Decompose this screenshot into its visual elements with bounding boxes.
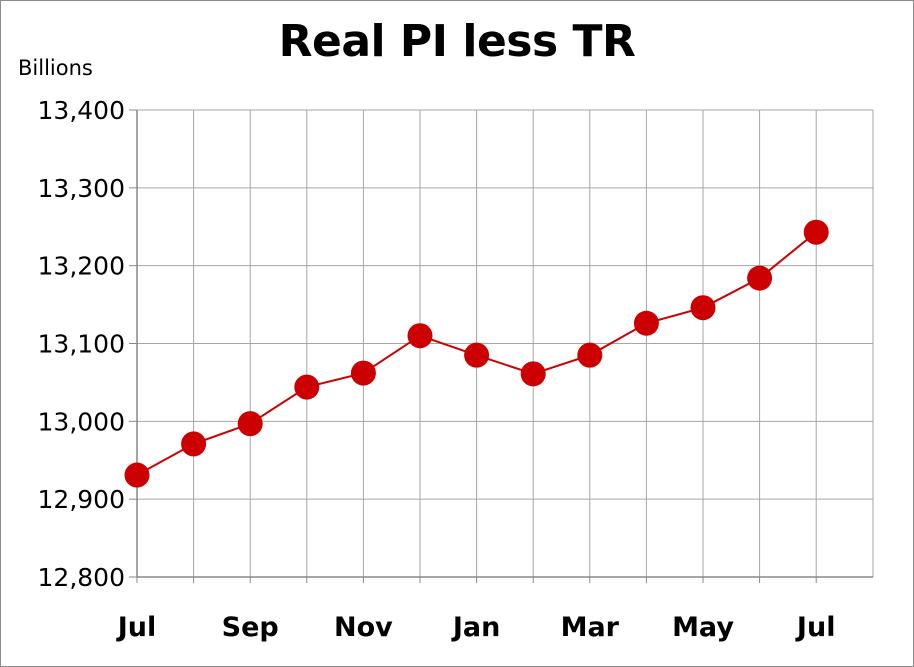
x-tick-label: Jan [451,612,501,643]
chart-title: Real PI less TR [278,16,636,67]
x-axis-tick-labels: Jul Sep Nov Jan Mar May Jul [116,612,836,643]
y-tick-label: 13,200 [38,252,125,281]
x-tick-label: May [672,612,734,643]
data-point [407,323,433,349]
y-axis-tick-labels: 13,400 13,300 13,200 13,100 13,000 12,900 12,8… [38,96,125,592]
data-point [350,360,376,386]
y-tick-label: 12,900 [38,485,125,514]
x-tick-label: Mar [561,612,620,643]
x-tick-label: Jul [116,612,157,643]
data-point [124,462,150,488]
data-point [237,411,263,437]
data-point [690,295,716,321]
y-tick-label: 13,300 [38,174,125,203]
y-tick-label: 12,800 [38,563,125,592]
x-tick-label: Jul [795,612,836,643]
data-point [181,431,207,457]
data-point [633,310,659,336]
data-point [747,265,773,291]
gridlines [137,109,874,577]
series-points [124,219,829,488]
y-axis-unit-label: Billions [18,56,93,80]
data-point [464,342,490,368]
y-tick-label: 13,400 [38,96,125,125]
y-tick-label: 13,000 [38,407,125,436]
x-tick-label: Sep [222,612,279,643]
axes [129,109,873,583]
data-point [520,361,546,387]
x-tick-label: Nov [334,612,393,643]
data-point [803,219,829,245]
data-point [577,342,603,368]
data-point [294,374,320,400]
y-tick-label: 13,100 [38,330,125,359]
